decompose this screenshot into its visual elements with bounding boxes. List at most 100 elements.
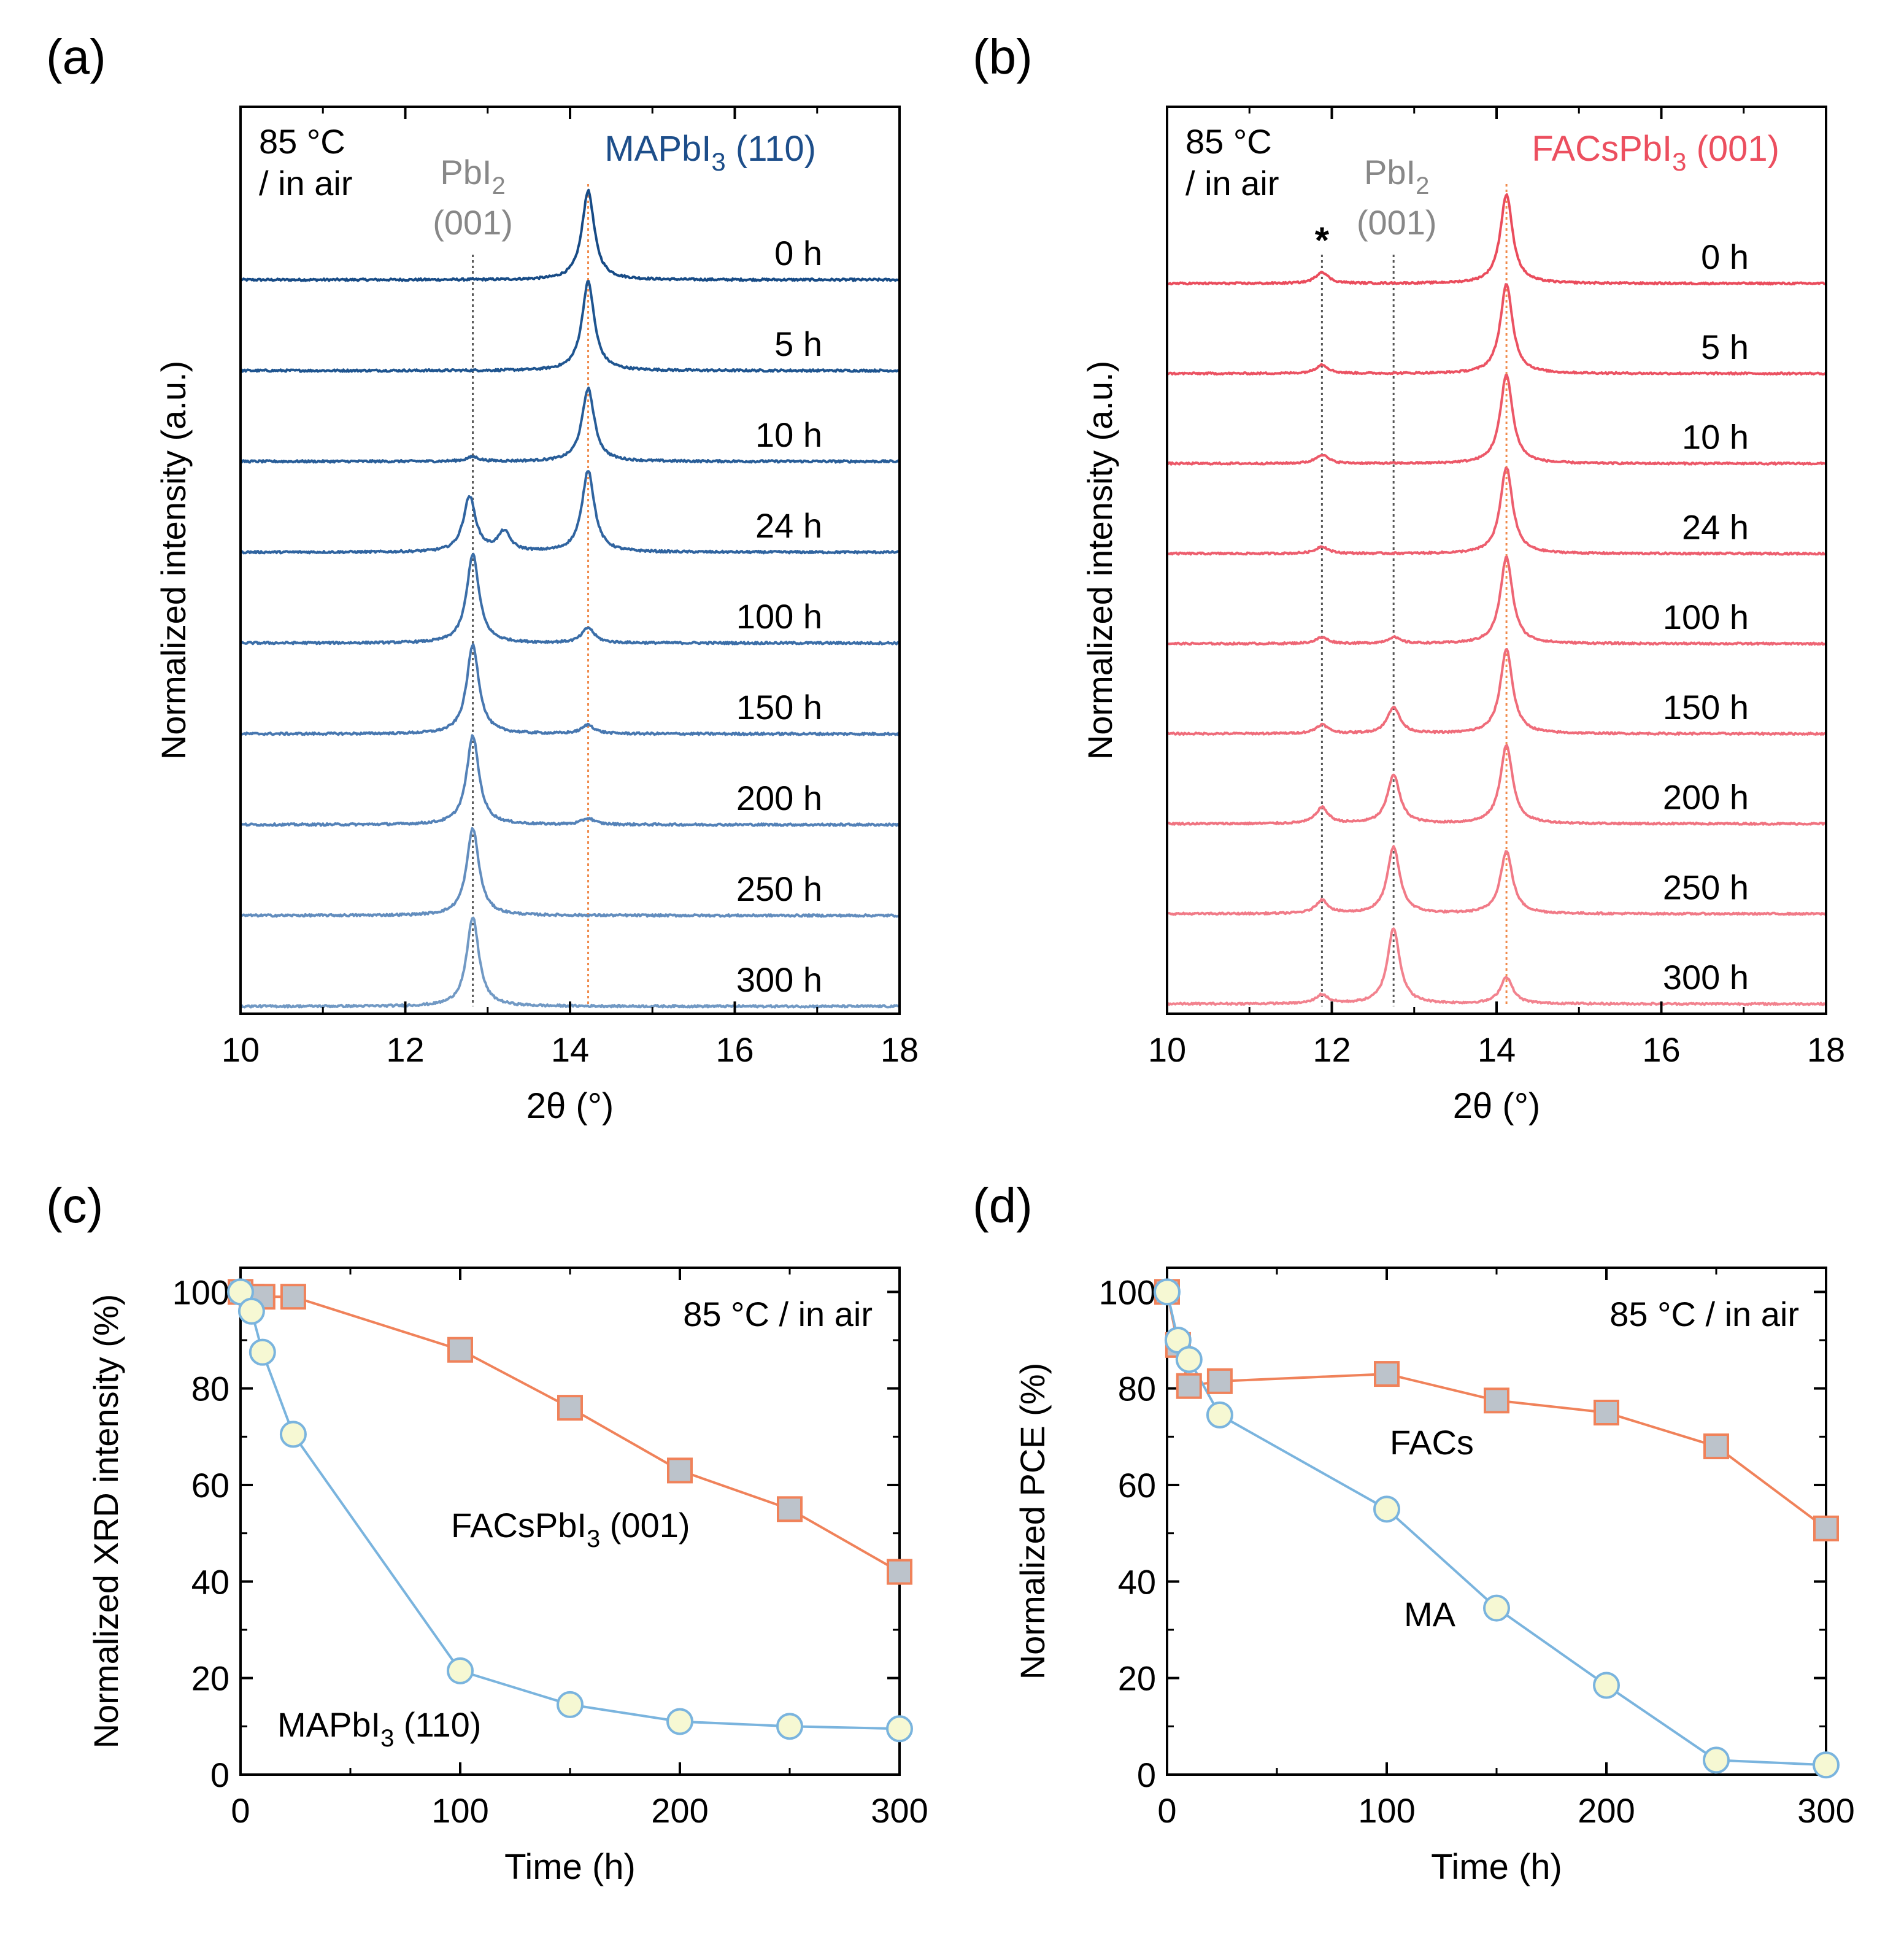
trace-time-label: 150 h <box>1663 688 1749 727</box>
x-tick-label: 16 <box>1642 1030 1680 1069</box>
perovskite-label-main: FACsPbI <box>1532 129 1672 169</box>
x-tick-label: 18 <box>881 1030 919 1069</box>
trace-time-label: 10 h <box>1682 418 1749 457</box>
data-point-circle <box>1206 1401 1233 1429</box>
xrd-trace <box>1166 283 1827 376</box>
pbi2-label: PbI2 <box>440 153 505 199</box>
x-tick-label: 200 <box>1578 1791 1635 1830</box>
x-tick-label: 300 <box>871 1791 928 1830</box>
timeseries-panel-d: (d) 0 20 40 60 80 100 0 100 200 300 Time (h) Normali… <box>973 1178 1855 1887</box>
condition-label: / in air <box>1185 164 1279 202</box>
trace-time-label: 5 h <box>774 325 822 363</box>
x-tick-label: 200 <box>651 1791 708 1830</box>
data-point-circle <box>237 1297 265 1325</box>
pbi2-label-sub: 2 <box>1416 172 1429 199</box>
series-label-tail: (001) <box>600 1506 690 1545</box>
pbi2-label-sub: 2 <box>491 172 505 199</box>
data-point-square <box>887 1559 912 1585</box>
y-axis-label: Normalized PCE (%) <box>1013 1363 1052 1680</box>
data-point-square <box>1374 1361 1400 1387</box>
data-point-circle <box>666 1708 693 1735</box>
trace-time-label: 300 h <box>1663 958 1749 997</box>
unknown-peak-marker: * <box>1315 220 1330 261</box>
perovskite-label-tail: (110) <box>726 129 816 169</box>
x-tick-label: 10 <box>1148 1030 1186 1069</box>
series-label: FACs <box>1390 1423 1474 1462</box>
trace-time-label: 100 h <box>736 597 822 636</box>
xrd-panel-a: (a) 0 h 5 h 10 h 24 h 100 h 150 h 200 h 250 h 300… <box>46 29 919 1126</box>
xrd-trace <box>1166 648 1827 736</box>
xrd-trace <box>239 188 900 282</box>
data-point-circle <box>1483 1594 1510 1622</box>
y-tick-label: 20 <box>191 1659 229 1698</box>
data-point-square <box>1484 1387 1509 1414</box>
series-label: FACsPbI3 (001) <box>451 1506 690 1552</box>
pbi2-plane-label: (001) <box>433 203 513 242</box>
data-point-square <box>280 1284 306 1310</box>
trace-time-label: 200 h <box>1663 778 1749 817</box>
x-tick-label: 0 <box>1157 1791 1176 1830</box>
y-tick-label: 60 <box>191 1466 229 1505</box>
xrd-trace <box>1166 466 1827 556</box>
series-label-sub: 3 <box>380 1725 394 1752</box>
pbi2-label: PbI2 <box>1364 153 1429 199</box>
y-tick-label: 0 <box>210 1756 229 1794</box>
xrd-trace <box>1166 744 1827 826</box>
condition-label: 85 °C / in air <box>1609 1295 1799 1333</box>
condition-label: 85 °C <box>259 122 345 161</box>
perovskite-label-main: MAPbI <box>604 129 711 169</box>
pbi2-label-main: PbI <box>440 153 491 191</box>
y-tick-label: 40 <box>191 1562 229 1601</box>
condition-label: / in air <box>259 164 353 202</box>
trace-time-label: 200 h <box>736 779 822 817</box>
trace-time-label: 0 h <box>774 234 822 272</box>
data-point-circle <box>1703 1746 1730 1774</box>
y-axis-label: Normalized XRD intensity (%) <box>87 1294 125 1749</box>
data-point-square <box>1176 1373 1202 1399</box>
series-label: MAPbI3 (110) <box>277 1705 481 1752</box>
series-label-sub: 3 <box>587 1525 600 1552</box>
perovskite-label-tail: (001) <box>1686 129 1779 169</box>
x-tick-label: 14 <box>1478 1030 1516 1069</box>
xrd-trace <box>239 280 901 373</box>
panel-caption: (c) <box>46 1178 103 1233</box>
data-point-circle <box>557 1691 584 1718</box>
series-label-tail: (110) <box>394 1705 481 1744</box>
trace-time-label: 250 h <box>736 870 822 908</box>
series-label: MA <box>1404 1595 1456 1633</box>
data-point-circle <box>886 1715 913 1743</box>
trace-time-label: 24 h <box>1682 507 1749 546</box>
data-point-square <box>1703 1433 1729 1460</box>
y-tick-label: 0 <box>1137 1756 1156 1794</box>
panel-caption: (b) <box>973 29 1033 84</box>
data-point-circle <box>279 1421 307 1448</box>
x-tick-label: 100 <box>431 1791 488 1830</box>
perovskite-label-sub: 3 <box>711 147 725 176</box>
trace-time-label: 150 h <box>736 688 822 727</box>
timeseries-panel-c: (c) 0 20 40 60 80 100 0 100 200 300 Time (h) Normali… <box>46 1178 928 1887</box>
trace-time-label: 5 h <box>1701 328 1749 366</box>
x-axis-label: Time (h) <box>504 1847 636 1887</box>
xrd-trace <box>239 734 900 827</box>
data-point-circle <box>776 1713 803 1740</box>
xrd-trace <box>239 386 901 464</box>
data-point-circle <box>1154 1278 1181 1306</box>
x-tick-label: 18 <box>1807 1030 1845 1069</box>
data-point-circle <box>1593 1672 1620 1699</box>
condition-label: 85 °C / in air <box>683 1295 873 1333</box>
y-tick-label: 80 <box>191 1370 229 1408</box>
trace-time-label: 10 h <box>755 415 822 454</box>
condition-label: 85 °C <box>1185 122 1272 161</box>
series-label-main: MAPbI <box>277 1705 380 1744</box>
data-point-circle <box>1373 1495 1400 1523</box>
data-point-circle <box>1813 1751 1840 1779</box>
pbi2-label-main: PbI <box>1364 153 1416 191</box>
trace-time-label: 0 h <box>1701 237 1749 276</box>
series-line <box>1166 1291 1827 1767</box>
x-axis-label: 2θ (°) <box>526 1086 614 1126</box>
xrd-trace <box>1166 555 1827 646</box>
data-point-circle <box>249 1338 276 1366</box>
y-axis-label: Normalized intensity (a.u.) <box>154 361 193 760</box>
perovskite-label-sub: 3 <box>1672 147 1686 176</box>
